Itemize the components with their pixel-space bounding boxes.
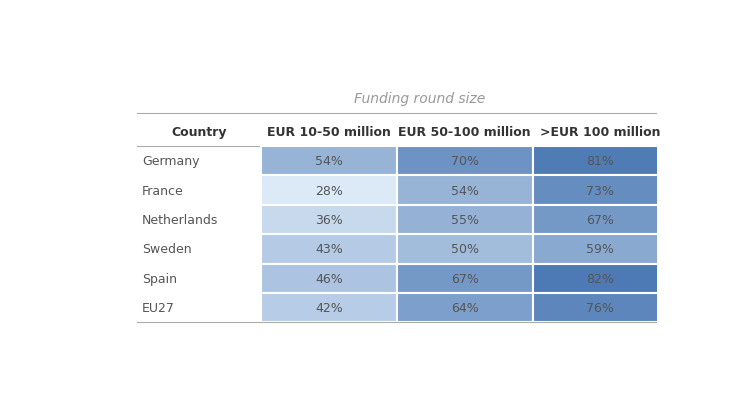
Bar — [261, 176, 397, 205]
Text: Spain: Spain — [142, 272, 177, 285]
Text: Netherlands: Netherlands — [142, 213, 218, 227]
Bar — [533, 205, 669, 235]
Text: 55%: 55% — [450, 213, 479, 227]
Text: 43%: 43% — [315, 243, 343, 256]
Bar — [397, 176, 532, 205]
Text: 42%: 42% — [315, 301, 343, 314]
Text: 28%: 28% — [315, 184, 343, 197]
Text: Country: Country — [171, 126, 226, 139]
Bar — [533, 176, 669, 205]
Text: 64%: 64% — [450, 301, 479, 314]
Text: Germany: Germany — [142, 155, 200, 168]
Text: >EUR 100 million: >EUR 100 million — [540, 126, 661, 139]
Bar — [533, 264, 669, 293]
Bar — [261, 293, 397, 322]
Text: 50%: 50% — [450, 243, 479, 256]
Text: EUR 50-100 million: EUR 50-100 million — [399, 126, 531, 139]
Text: 59%: 59% — [586, 243, 615, 256]
Text: 67%: 67% — [586, 213, 615, 227]
Text: Funding round size: Funding round size — [354, 92, 485, 106]
Text: 70%: 70% — [450, 155, 479, 168]
Text: 82%: 82% — [586, 272, 615, 285]
Text: 36%: 36% — [315, 213, 343, 227]
Bar — [261, 205, 397, 235]
Bar — [533, 235, 669, 264]
Bar — [261, 235, 397, 264]
Text: 46%: 46% — [315, 272, 343, 285]
Text: 54%: 54% — [315, 155, 343, 168]
Text: 73%: 73% — [586, 184, 615, 197]
Bar — [397, 205, 532, 235]
Bar — [261, 147, 397, 176]
Bar — [533, 293, 669, 322]
Text: 76%: 76% — [586, 301, 615, 314]
Bar — [533, 147, 669, 176]
Text: 67%: 67% — [450, 272, 479, 285]
Bar — [397, 293, 532, 322]
Bar — [261, 264, 397, 293]
Text: 54%: 54% — [450, 184, 479, 197]
Text: Sweden: Sweden — [142, 243, 192, 256]
Bar — [397, 147, 532, 176]
Text: EUR 10-50 million: EUR 10-50 million — [267, 126, 391, 139]
Bar — [397, 235, 532, 264]
Bar — [397, 264, 532, 293]
Text: EU27: EU27 — [142, 301, 175, 314]
Text: France: France — [142, 184, 184, 197]
Text: 81%: 81% — [586, 155, 615, 168]
